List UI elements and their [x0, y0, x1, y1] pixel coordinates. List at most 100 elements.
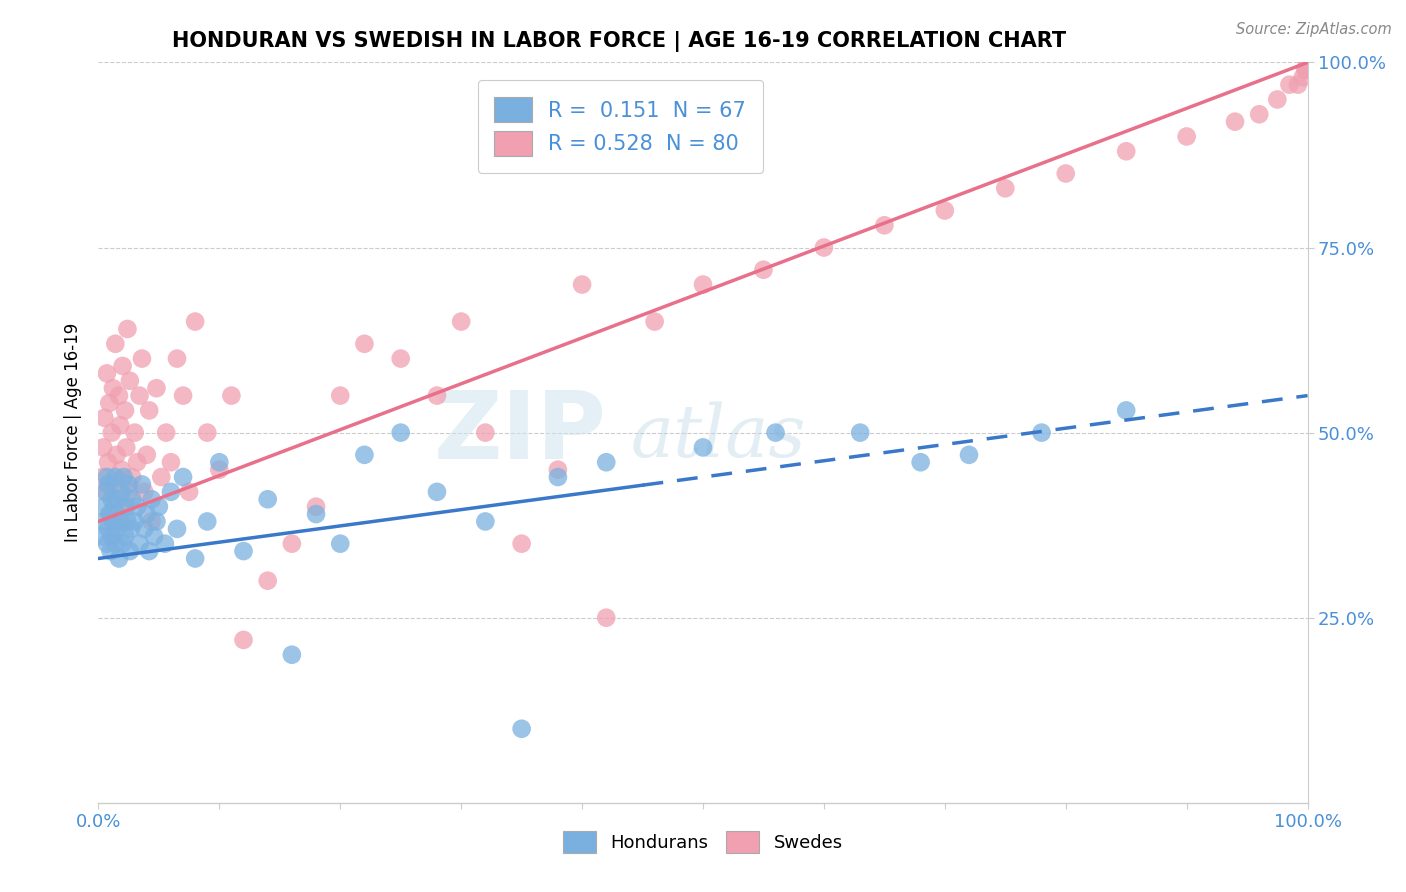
Point [1292, 70, 1315, 85]
Point [1267, 92, 1289, 106]
Point [172, 388, 194, 402]
Point [121, 470, 143, 484]
Point [145, 515, 167, 529]
Point [752, 262, 775, 277]
Point [135, 448, 157, 462]
Point [153, 536, 176, 550]
Point [353, 336, 375, 351]
Y-axis label: In Labor Force | Age 16-19: In Labor Force | Age 16-19 [65, 323, 83, 542]
Point [100, 492, 122, 507]
Point [450, 314, 472, 328]
Point [329, 388, 352, 402]
Point [108, 515, 131, 529]
Point [115, 441, 138, 455]
Text: HONDURAN VS SWEDISH IN LABOR FORCE | AGE 16-19 CORRELATION CHART: HONDURAN VS SWEDISH IN LABOR FORCE | AGE… [172, 31, 1066, 53]
Point [98, 507, 121, 521]
Point [91, 470, 114, 484]
Point [127, 500, 149, 514]
Point [148, 500, 170, 514]
Point [103, 500, 125, 514]
Point [112, 470, 135, 484]
Point [166, 522, 188, 536]
Point [103, 477, 125, 491]
Point [143, 529, 166, 543]
Point [179, 484, 201, 499]
Point [115, 500, 138, 514]
Point [118, 484, 141, 499]
Point [108, 418, 131, 433]
Point [1115, 145, 1137, 159]
Point [208, 462, 231, 476]
Point [118, 477, 141, 491]
Point [1175, 129, 1198, 144]
Point [131, 351, 153, 366]
Point [134, 484, 156, 499]
Point [195, 425, 218, 440]
Point [256, 492, 278, 507]
Point [221, 388, 243, 402]
Point [114, 403, 136, 417]
Point [595, 455, 617, 469]
Point [96, 536, 118, 550]
Point [813, 240, 835, 255]
Point [595, 610, 617, 624]
Point [141, 515, 163, 529]
Point [110, 484, 132, 499]
Point [121, 492, 143, 507]
Point [100, 544, 122, 558]
Point [124, 515, 146, 529]
Point [141, 492, 163, 507]
Point [111, 359, 134, 373]
Point [957, 448, 980, 462]
Point [100, 529, 122, 543]
Point [127, 455, 149, 469]
Point [389, 351, 412, 366]
Point [172, 470, 194, 484]
Point [1249, 107, 1271, 121]
Point [1296, 55, 1319, 70]
Point [281, 536, 304, 550]
Point [281, 648, 304, 662]
Point [692, 441, 714, 455]
Point [101, 381, 124, 395]
Point [111, 536, 134, 550]
Point [117, 322, 139, 336]
Point [208, 455, 231, 469]
Point [114, 529, 136, 543]
Point [1296, 59, 1319, 73]
Point [91, 529, 114, 543]
Point [91, 500, 114, 514]
Point [644, 314, 666, 328]
Point [184, 314, 207, 328]
Point [150, 470, 173, 484]
Point [305, 507, 328, 521]
Point [138, 403, 160, 417]
Point [155, 425, 177, 440]
Point [128, 388, 150, 402]
Point [184, 551, 207, 566]
Point [160, 455, 183, 469]
Point [1031, 425, 1053, 440]
Point [108, 551, 131, 566]
Point [849, 425, 872, 440]
Point [1286, 78, 1309, 92]
Point [166, 351, 188, 366]
Point [510, 536, 533, 550]
Point [873, 219, 896, 233]
Text: atlas: atlas [630, 401, 806, 472]
Point [105, 448, 128, 462]
Point [104, 536, 127, 550]
Point [96, 470, 118, 484]
Point [195, 515, 218, 529]
Text: Source: ZipAtlas.com: Source: ZipAtlas.com [1236, 22, 1392, 37]
Point [1295, 62, 1317, 77]
Point [256, 574, 278, 588]
Point [94, 484, 117, 499]
Point [94, 484, 117, 499]
Point [118, 374, 141, 388]
Point [329, 536, 352, 550]
Point [232, 544, 254, 558]
Point [1296, 56, 1319, 70]
Point [1294, 62, 1316, 77]
Point [547, 462, 569, 476]
